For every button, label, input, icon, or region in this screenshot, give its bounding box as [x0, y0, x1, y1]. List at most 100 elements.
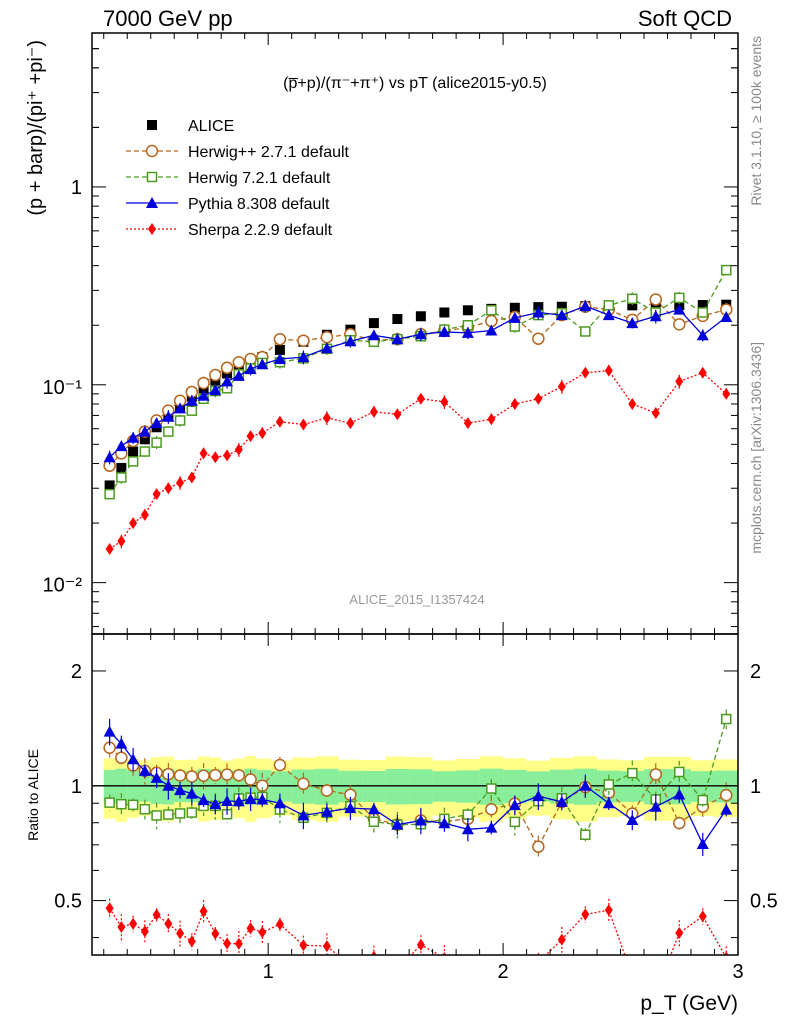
- data-point: [127, 431, 140, 443]
- axes: [92, 32, 739, 955]
- data-point: [439, 307, 450, 318]
- ratio-line: [109, 731, 727, 846]
- data-point: [414, 328, 427, 340]
- ratio-point: [534, 956, 542, 968]
- ratio-point: [532, 790, 545, 802]
- x-tick-label: 3: [732, 961, 743, 983]
- data-point: [532, 306, 545, 318]
- ratio-point: [104, 797, 115, 808]
- data-point: [649, 310, 662, 322]
- data-point: [297, 351, 310, 363]
- legend-label: Sherpa 2.2.9 default: [188, 222, 333, 239]
- ratio-point: [138, 764, 151, 776]
- ratio-point: [724, 951, 729, 955]
- data-point: [104, 480, 115, 491]
- ratio-plot-marks: [103, 709, 733, 982]
- ratio-point: [117, 920, 126, 933]
- band-inner: [115, 768, 128, 805]
- legend-entry: Pythia 8.308 default: [126, 196, 330, 213]
- ratio-point: [174, 808, 186, 819]
- x-axis-label: p_T (GeV): [640, 992, 738, 1015]
- ratio-point: [232, 795, 245, 807]
- data-point: [651, 407, 660, 420]
- data-point: [115, 440, 128, 452]
- legend-marker: [145, 144, 159, 158]
- ratio-point: [626, 813, 639, 825]
- ratio-point: [209, 798, 222, 810]
- ratio-point: [486, 783, 497, 794]
- data-point: [697, 307, 709, 318]
- data-point: [116, 472, 127, 483]
- ratio-point: [211, 927, 220, 940]
- ratio-point: [246, 922, 255, 935]
- data-point: [103, 451, 116, 463]
- data-point: [199, 447, 208, 460]
- main-plot-marks: [103, 264, 733, 555]
- legend-label: ALICE: [188, 118, 234, 135]
- data-point: [486, 305, 497, 316]
- ratio-line: [109, 907, 726, 955]
- data-point: [698, 366, 707, 379]
- data-point: [440, 395, 449, 408]
- ratio-point: [346, 960, 354, 972]
- ratio-y-tick-label: 0.5: [54, 891, 82, 913]
- data-point: [209, 368, 222, 382]
- data-point: [697, 300, 708, 311]
- data-point: [485, 324, 498, 336]
- ratio-point: [163, 809, 174, 820]
- band-inner: [385, 768, 410, 805]
- data-point: [174, 415, 186, 426]
- ratio-point: [649, 800, 662, 812]
- data-point: [581, 366, 590, 379]
- ratio-point: [603, 779, 615, 790]
- data-point: [416, 392, 425, 405]
- ratio-y-tick-label-right: 2: [750, 661, 761, 683]
- ratio-point: [197, 794, 210, 806]
- ratio-point: [368, 816, 380, 827]
- data-point: [274, 344, 285, 355]
- ratio-point: [580, 829, 591, 841]
- ratio-point: [627, 767, 638, 779]
- data-point: [232, 355, 246, 369]
- data-point: [105, 542, 114, 555]
- ratio-point: [150, 771, 163, 783]
- ratio-point: [151, 810, 162, 821]
- ratio-point: [604, 904, 613, 917]
- ratio-point: [258, 926, 267, 939]
- data-point: [602, 309, 615, 321]
- band-inner: [644, 769, 668, 805]
- ratio-point: [720, 803, 733, 815]
- x-tick-label: 1: [263, 961, 274, 983]
- data-point: [140, 508, 149, 521]
- band-inner: [103, 769, 116, 804]
- data-point: [367, 329, 380, 341]
- series-line: [109, 369, 727, 550]
- data-point: [232, 369, 245, 381]
- ratio-point: [244, 793, 257, 805]
- legend-label: Pythia 8.308 default: [188, 196, 330, 213]
- data-point: [256, 358, 269, 370]
- ratio-point: [509, 816, 521, 828]
- ratio-point: [115, 751, 128, 765]
- ratio-point: [628, 970, 636, 982]
- mcplots-reference-text: mcplots.cern.ch [arXiv:1306.3436]: [748, 342, 764, 554]
- ratio-point: [115, 737, 128, 749]
- ratio-point: [299, 939, 308, 952]
- data-point: [197, 389, 210, 401]
- data-point: [223, 449, 232, 462]
- data-point: [438, 325, 451, 337]
- series-pythia-8-308-default: [103, 300, 733, 465]
- data-point: [297, 334, 310, 347]
- ratio-point: [140, 925, 149, 938]
- data-point: [128, 446, 139, 457]
- ratio-point: [129, 917, 138, 930]
- ratio-point: [234, 937, 243, 950]
- data-point: [139, 434, 150, 445]
- data-point: [557, 380, 566, 393]
- legend-entry: ALICE: [147, 118, 234, 135]
- ratio-point: [232, 769, 246, 782]
- data-point: [117, 535, 126, 548]
- data-point: [211, 451, 220, 464]
- data-point: [461, 326, 474, 338]
- ratio-point: [508, 799, 521, 811]
